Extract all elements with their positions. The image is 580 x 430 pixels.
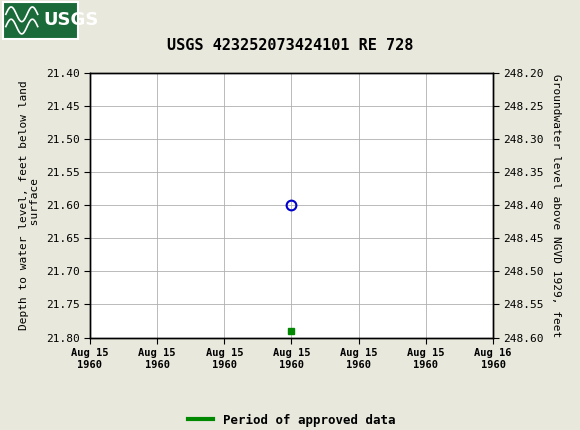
Y-axis label: Depth to water level, feet below land
 surface: Depth to water level, feet below land su… — [19, 80, 40, 330]
Legend: Period of approved data: Period of approved data — [183, 408, 400, 430]
Text: USGS 423252073424101 RE 728: USGS 423252073424101 RE 728 — [167, 38, 413, 52]
Y-axis label: Groundwater level above NGVD 1929, feet: Groundwater level above NGVD 1929, feet — [551, 74, 561, 337]
Bar — [3, 2, 78, 39]
Text: USGS: USGS — [44, 12, 99, 29]
